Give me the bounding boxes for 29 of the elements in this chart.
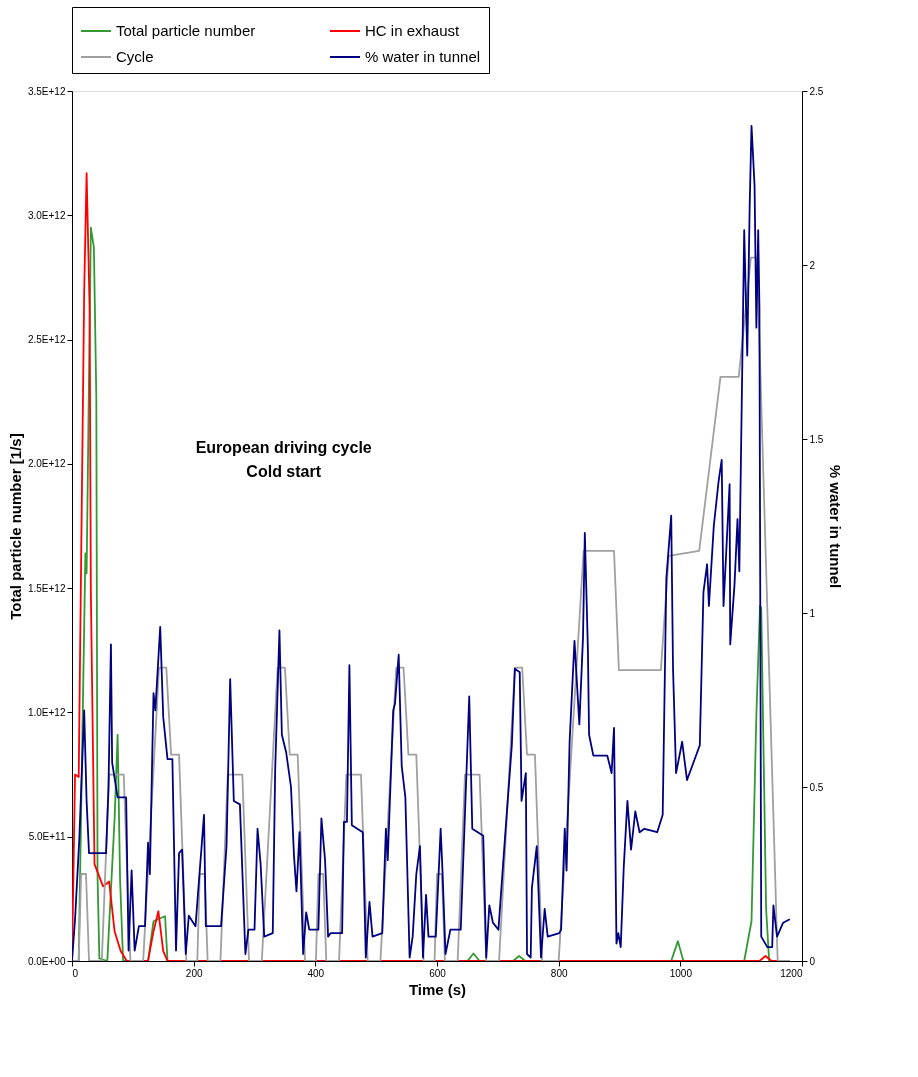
y-axis-title: Total particle number [1/s] [6,433,24,620]
x-tick-label: 400 [307,967,325,979]
y-tick-label: 2.5E+12 [27,334,66,346]
y-tick-label: 3.5E+12 [27,85,66,97]
y2-axis-title: % water in tunnel [827,464,845,589]
x-tick-label: 1200 [780,967,803,979]
y-tick-label: 0.0E+00 [27,955,66,967]
x-tick-label: 0 [72,967,79,979]
y2-tick-label: 0 [809,955,816,967]
y-tick-label: 1.5E+12 [27,582,66,594]
y2-tick-label: 1 [809,607,816,619]
legend-label: HC in exhaust [365,22,461,39]
y2-tick-label: 2 [809,259,816,271]
y-tick-label: 1.0E+12 [27,706,66,718]
x-tick-label: 200 [185,967,203,979]
x-tick-label: 1000 [669,967,693,979]
y2-tick-label: 1.5 [809,433,824,445]
x-tick-label: 800 [550,967,568,979]
y2-tick-label: 2.5 [809,85,824,97]
legend-label: Cycle [116,48,154,65]
y-tick-label: 5.0E+11 [28,831,66,843]
x-axis-title: Time (s) [408,980,467,998]
y-tick-label: 2.0E+12 [27,458,66,470]
y2-tick-label: 0.5 [809,781,824,793]
x-tick-label: 600 [429,967,447,979]
legend-label: % water in tunnel [365,48,481,65]
annotation: European driving cycle Cold start [195,438,372,480]
y-tick-label: 3.0E+12 [27,209,66,221]
legend-label: Total particle number [116,22,256,39]
